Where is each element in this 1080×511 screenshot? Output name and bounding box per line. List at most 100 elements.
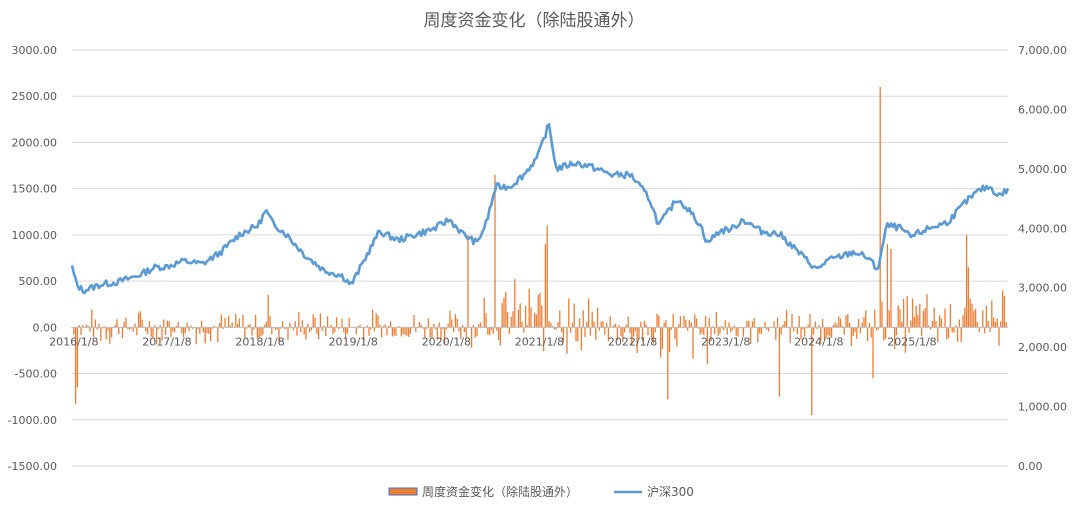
bar [541, 305, 543, 328]
bar [899, 308, 901, 328]
bar [850, 327, 853, 346]
bar [861, 322, 863, 328]
bar [118, 327, 120, 335]
bar [438, 322, 440, 328]
bar [551, 326, 554, 328]
bar [82, 325, 84, 328]
bar [814, 321, 817, 328]
bar [186, 322, 188, 328]
bar [537, 294, 539, 328]
bar [560, 327, 563, 333]
bar [703, 327, 705, 336]
bar [285, 327, 287, 329]
bar [470, 327, 473, 348]
bar [280, 327, 282, 329]
bar [586, 321, 588, 328]
left-tick-label: 1500.00 [12, 183, 58, 196]
bar [411, 327, 413, 329]
bar [281, 321, 284, 328]
bar [209, 327, 212, 342]
bar [886, 244, 889, 328]
bar [690, 322, 692, 328]
bar [699, 327, 701, 335]
bar [155, 327, 158, 345]
bar [848, 322, 851, 328]
bar [109, 327, 111, 344]
bar [229, 325, 232, 328]
bar [620, 327, 622, 337]
bar [946, 327, 948, 340]
bar [458, 327, 460, 332]
bar [830, 327, 833, 338]
bar [159, 325, 161, 328]
bar [343, 327, 345, 333]
bar [859, 327, 862, 334]
bar [276, 327, 278, 330]
bar [454, 314, 457, 328]
bar [510, 316, 512, 328]
bar [506, 311, 509, 328]
left-tick-label: 2000.00 [12, 136, 58, 149]
bar [382, 325, 385, 328]
bar [982, 310, 984, 328]
bar [110, 327, 113, 338]
bar [278, 327, 280, 343]
bar [776, 317, 779, 328]
bar [616, 327, 619, 341]
bar [668, 327, 671, 353]
bar [283, 327, 286, 330]
bar [443, 327, 446, 345]
bar [218, 323, 221, 328]
bar [415, 327, 417, 333]
right-tick-label: 1,000.00 [1018, 401, 1067, 414]
bar [325, 327, 327, 337]
bar [742, 327, 745, 337]
bar [825, 327, 827, 338]
bar [494, 174, 496, 328]
legend-item-bar: 周度资金变化（除陆股通外） [388, 484, 578, 499]
bar [902, 299, 905, 328]
bar [407, 327, 410, 337]
bar [820, 327, 822, 342]
bar [400, 327, 403, 337]
bar [348, 317, 350, 328]
bar [94, 319, 97, 328]
bar [758, 327, 761, 334]
bar [836, 324, 838, 328]
bar [712, 326, 714, 328]
bar [888, 310, 890, 328]
legend: 周度资金变化（除陆股通外） 沪深300 [388, 484, 694, 499]
bar [789, 327, 791, 343]
bar [472, 324, 475, 328]
bar [863, 316, 865, 328]
bar [803, 327, 806, 337]
bar [134, 323, 136, 328]
bar [641, 327, 644, 342]
bar [173, 327, 176, 333]
bar [595, 327, 597, 340]
bar [577, 327, 579, 342]
bar [895, 327, 898, 336]
bar [757, 327, 759, 343]
bar [733, 325, 736, 328]
left-tick-label: -500.00 [15, 368, 57, 381]
bar [650, 327, 653, 338]
bar [217, 327, 219, 342]
bar [323, 325, 325, 328]
bar [838, 316, 840, 328]
bar [544, 244, 547, 328]
right-y-axis: 7,000.00 6,000.00 5,000.00 4,000.00 3,000.00… [1018, 44, 1067, 473]
bar [728, 322, 730, 328]
bar [591, 311, 593, 328]
bar [922, 310, 925, 328]
bar [265, 321, 268, 328]
bar [910, 320, 912, 328]
left-tick-label: 3000.00 [12, 44, 58, 57]
bar [398, 326, 401, 328]
bar [253, 327, 255, 330]
bar [307, 323, 309, 328]
bar [793, 327, 795, 332]
bar [413, 314, 415, 328]
bar [251, 327, 253, 336]
bar [627, 316, 629, 328]
